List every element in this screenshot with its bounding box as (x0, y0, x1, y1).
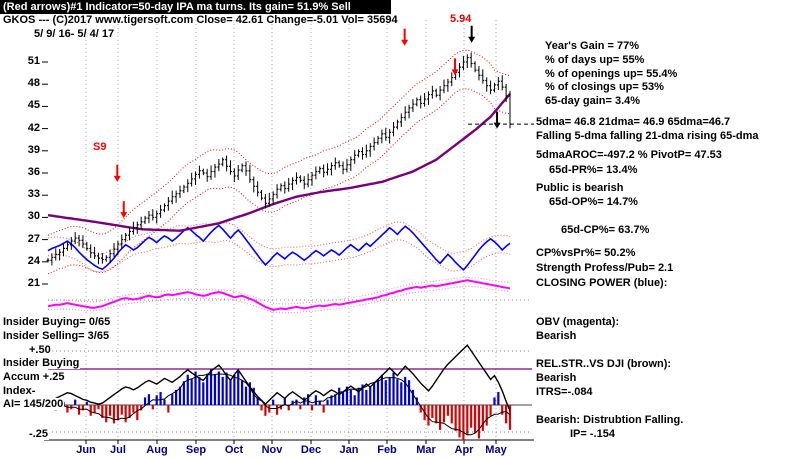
stats-line-1: % of days up= 55% (545, 54, 645, 66)
month-label-jan: Jan (339, 444, 359, 456)
price-tick-label-48: 48 (27, 77, 40, 90)
signal-arrow-2 (401, 28, 409, 46)
annotation-0: S9 (92, 141, 108, 153)
stats-line-20: Bearish: Distrubtion Falling. (536, 414, 684, 426)
accumulation-envelope-line (47, 373, 511, 436)
annotation-3: +.50 (28, 344, 52, 356)
closing-power-line (47, 224, 511, 272)
signal-arrow-1 (120, 201, 128, 219)
quote-header: GKOS --- (C)2017 www.tigersoft.com Close… (3, 14, 398, 27)
obv-lower-band (47, 285, 511, 314)
month-label-jul: Jul (110, 444, 126, 456)
stats-line-16: Bearish (536, 330, 577, 342)
stats-line-14: CLOSING POWER (blue): (536, 277, 668, 289)
price-tick-label-21: 21 (27, 277, 40, 289)
stats-line-4: 65-day gain= 3.4% (545, 95, 641, 107)
annotation-7: AI= 145/200 (2, 398, 65, 410)
price-tick-label-45: 45 (27, 99, 40, 112)
price-tick-label-24: 24 (27, 254, 40, 267)
month-label-nov: Nov (261, 444, 283, 456)
month-label-dec: Dec (300, 444, 322, 456)
stats-line-12: CP%vsPr%= 50.2% (536, 247, 636, 259)
stats-line-15: OBV (magenta): (536, 316, 620, 328)
month-label-oct: Oct (224, 444, 244, 456)
price-tick-label-30: 30 (27, 210, 40, 223)
month-label-may: May (485, 444, 507, 456)
candlestick-series (46, 52, 512, 266)
month-label-apr: Apr (454, 444, 474, 456)
stats-line-3: % of closings up= 53% (545, 81, 664, 93)
relative-strength-line (47, 344, 511, 412)
signal-arrow-3 (451, 58, 459, 76)
closing-power-lower-band (47, 239, 511, 273)
closing-power-upper-band (47, 221, 511, 255)
stats-line-17: REL.STR..VS DJI (brown): (536, 358, 672, 370)
ma65-line (47, 93, 511, 232)
signal-header-text: (Red arrows)#1 Indicator=50-day IPA ma t… (3, 1, 351, 13)
stats-line-18: Bearish (536, 372, 577, 384)
signal-header-bar: (Red arrows)#1 Indicator=50-day IPA ma t… (0, 0, 391, 14)
signal-arrow-4 (468, 25, 476, 43)
stats-line-10: 65d-OP%= 14.7% (549, 196, 638, 208)
signal-arrows (113, 25, 501, 219)
annotation-5: Accum +.25 (2, 371, 66, 383)
stats-line-11: 65d-CP%= 63.7% (561, 224, 650, 236)
price-tick-label-39: 39 (27, 143, 40, 156)
stats-line-5: 5dma= 46.8 21dma= 46.9 65dma=46.7 (536, 116, 731, 128)
quote-red-value: 5.94 (450, 13, 472, 25)
stats-line-0: Year's Gain = 77% (545, 40, 640, 52)
price-tick-label-36: 36 (27, 166, 40, 178)
stats-line-19: ITRS=-.084 (536, 386, 593, 398)
signal-arrow-5 (493, 111, 501, 129)
price-tick-label-51: 51 (27, 55, 40, 67)
stats-line-7: 5dmaAROC=-497.2 % PivotP= 47.53 (536, 149, 722, 161)
stats-line-2: % of openings up= 55.4% (545, 68, 678, 80)
month-label-jun: Jun (76, 444, 96, 456)
annotation-6: Index- (2, 385, 37, 397)
stats-line-13: Strength Profess/Pub= 2.1 (536, 262, 674, 274)
price-tick-label-42: 42 (27, 121, 40, 134)
quote-header-text: GKOS --- (C)2017 www.tigersoft.com Close… (3, 14, 398, 26)
stats-line-6: Falling 5-dma falling 21-dma rising 65-d… (536, 130, 759, 142)
price-tick-label-33: 33 (27, 188, 40, 201)
grid-lines (42, 20, 534, 444)
date-range-label: 5/ 9/ 16- 5/ 4/ 17 (34, 28, 115, 40)
month-label-aug: Aug (146, 444, 168, 456)
obv-line (47, 279, 511, 311)
annotation-1: Insider Buying= 0/65 (2, 316, 112, 328)
annotation-2: Insider Selling= 3/65 (2, 330, 111, 342)
stats-line-9: Public is bearish (536, 182, 624, 194)
month-label-feb: Feb (377, 444, 397, 456)
month-label-sep: Sep (185, 444, 207, 456)
price-upper-band (47, 49, 511, 236)
obv-upper-band (47, 276, 511, 305)
annotation-4: Insider Buying (2, 357, 81, 369)
accumulation-histogram (46, 369, 512, 441)
month-label-mar: Mar (416, 444, 436, 456)
price-tick-label-27: 27 (27, 232, 40, 245)
annotation-8: -.25 (28, 428, 49, 440)
stats-line-8: 65d-PR%= 13.4% (549, 164, 638, 176)
stats-line-21: IP= -.154 (570, 428, 615, 440)
signal-arrow-0 (113, 164, 121, 182)
